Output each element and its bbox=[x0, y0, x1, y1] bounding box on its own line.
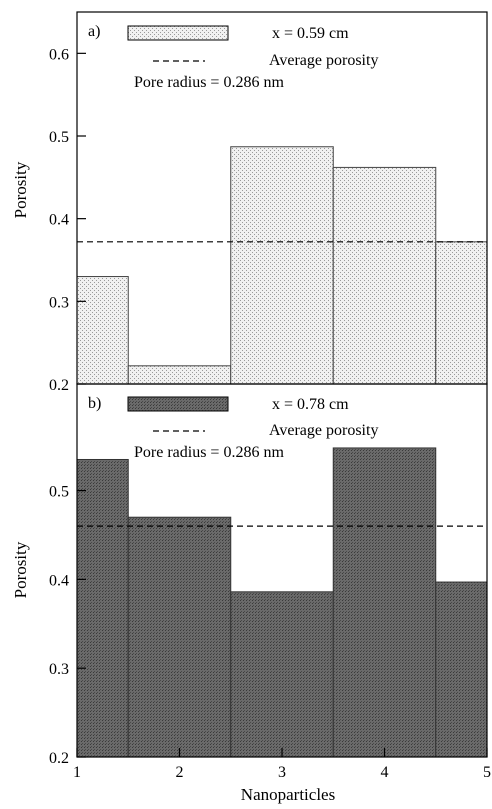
panel-b-legend-series: x = 0.78 cm bbox=[272, 396, 349, 413]
panel-a-y-axis: 0.2 0.3 0.4 0.5 0.6 bbox=[49, 46, 86, 394]
panel-b-x-axis: 1 2 3 4 5 bbox=[73, 748, 491, 781]
panel-b-label: b) bbox=[88, 395, 101, 412]
panel-a-legend-avg: Average porosity bbox=[269, 52, 378, 69]
panel-a-y-tick-label: 0.3 bbox=[49, 294, 69, 311]
x-tick-label: 5 bbox=[483, 764, 491, 781]
panel-a-bar-2 bbox=[127, 365, 232, 385]
x-tick-label: 1 bbox=[73, 764, 81, 781]
panel-b-bar-5 bbox=[435, 581, 488, 758]
panel-b-bar-2 bbox=[127, 516, 232, 758]
panel-a-y-tick-label: 0.5 bbox=[49, 129, 69, 146]
panel-a-y-title: Porosity bbox=[11, 161, 30, 218]
panel-b-bar-3 bbox=[230, 591, 334, 758]
panel-a: 0.2 0.3 0.4 0.5 0.6 a) x = 0.59 cm Average p… bbox=[11, 11, 488, 394]
panel-b-y-title: Porosity bbox=[11, 541, 30, 598]
panel-b-annotation: Pore radius = 0.286 nm bbox=[134, 444, 284, 461]
panel-b-bar-1 bbox=[76, 458, 129, 758]
panel-a-bar-1 bbox=[76, 276, 129, 385]
panel-b-y-tick-label: 0.2 bbox=[49, 750, 69, 767]
panel-b-legend-swatch bbox=[127, 396, 229, 412]
x-tick-label: 2 bbox=[176, 764, 184, 781]
panel-a-legend-series: x = 0.59 cm bbox=[272, 25, 349, 42]
panel-b-bars bbox=[76, 447, 488, 758]
x-tick-label: 3 bbox=[278, 764, 286, 781]
panel-a-label: a) bbox=[88, 23, 100, 40]
panel-b-y-tick-label: 0.3 bbox=[49, 661, 69, 678]
panel-a-bar-3 bbox=[230, 146, 334, 385]
panel-a-y-tick-label: 0.2 bbox=[49, 377, 69, 394]
panel-a-y-tick-label: 0.4 bbox=[49, 212, 69, 229]
panel-a-y-tick-label: 0.6 bbox=[49, 46, 69, 63]
panel-b-bar-4 bbox=[332, 447, 437, 758]
panel-a-bar-5 bbox=[435, 241, 488, 385]
panel-b-y-axis: 0.2 0.3 0.4 0.5 bbox=[49, 484, 86, 767]
panel-a-annotation: Pore radius = 0.286 nm bbox=[134, 74, 284, 91]
panel-b-y-tick-label: 0.4 bbox=[49, 572, 69, 589]
panel-a-legend-swatch bbox=[127, 25, 229, 41]
panel-b-legend-avg: Average porosity bbox=[269, 422, 378, 439]
x-axis-title: Nanoparticles bbox=[241, 785, 335, 804]
panel-b-y-tick-label: 0.5 bbox=[49, 484, 69, 501]
panel-b: 0.2 0.3 0.4 0.5 1 2 3 4 5 b) x = 0.78 cm Averag… bbox=[11, 383, 491, 804]
panel-a-bar-4 bbox=[332, 166, 437, 385]
panel-a-bars bbox=[76, 146, 488, 385]
x-tick-label: 4 bbox=[381, 764, 389, 781]
